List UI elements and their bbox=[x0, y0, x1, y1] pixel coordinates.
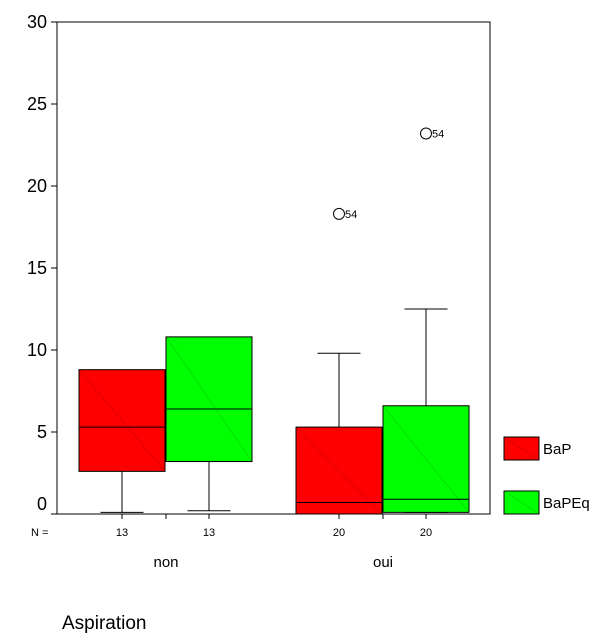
box-diagonal bbox=[78, 369, 166, 472]
n-label: 20 bbox=[420, 527, 432, 539]
n-label: 20 bbox=[333, 527, 345, 539]
box-diagonal bbox=[295, 426, 383, 515]
legend-diagonal bbox=[503, 436, 540, 461]
box-bapeq bbox=[165, 336, 253, 463]
y-tick-label: 30 bbox=[27, 12, 47, 32]
outlier-label: 54 bbox=[432, 129, 444, 141]
group-label: non bbox=[153, 554, 178, 571]
x-axis-title: Aspiration bbox=[62, 613, 147, 634]
box-bap bbox=[295, 426, 383, 515]
box-diagonal bbox=[165, 336, 253, 462]
legend-diagonal bbox=[503, 490, 540, 515]
legend-label-bapeq: BaPEq bbox=[543, 495, 590, 512]
y-tick-label: 20 bbox=[27, 176, 47, 196]
box-bap bbox=[78, 369, 166, 472]
legend-label-bap: BaP bbox=[543, 441, 571, 458]
box-diagonal bbox=[382, 405, 470, 513]
y-tick-label: 0 bbox=[37, 494, 47, 514]
n-prefix-label: N = bbox=[31, 527, 48, 539]
y-tick-label: 5 bbox=[37, 422, 47, 442]
group-label: oui bbox=[373, 554, 393, 571]
legend-swatch-bapeq bbox=[503, 490, 540, 515]
outlier-point bbox=[333, 207, 345, 220]
outlier-label: 54 bbox=[345, 209, 357, 221]
legend-swatch-bap bbox=[503, 436, 540, 461]
n-label: 13 bbox=[116, 527, 128, 539]
y-tick-label: 25 bbox=[27, 94, 47, 114]
y-tick-label: 15 bbox=[27, 258, 47, 278]
outlier-point bbox=[420, 127, 432, 140]
box-bapeq bbox=[382, 405, 470, 513]
n-label: 13 bbox=[203, 527, 215, 539]
y-tick-label: 10 bbox=[27, 340, 47, 360]
